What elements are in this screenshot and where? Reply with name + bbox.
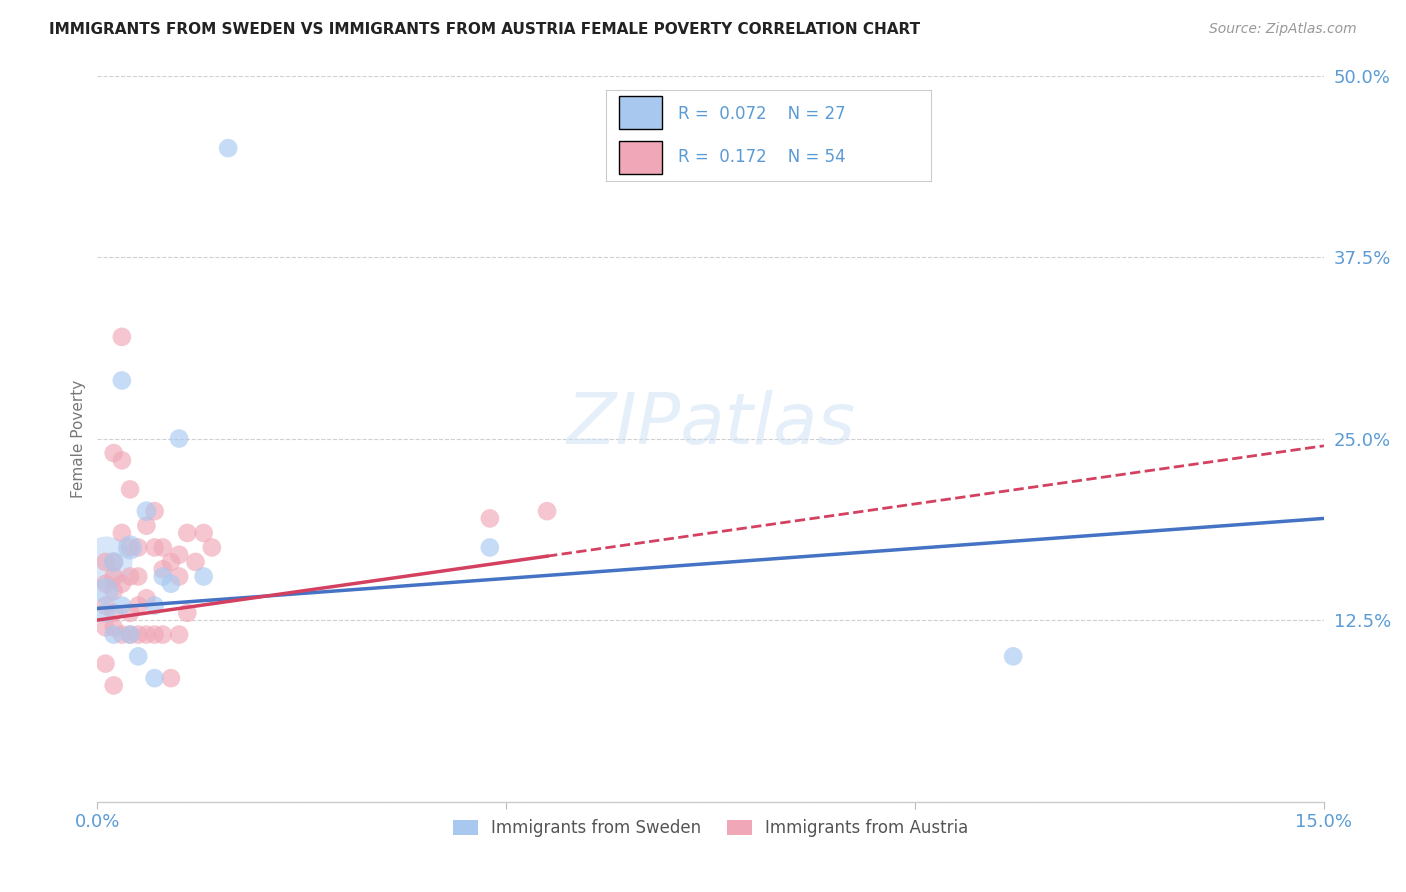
Point [111,576,134,591]
Point [176,606,198,620]
Point [103,584,125,599]
Point [152,541,174,555]
Point [94,555,117,569]
Point [193,525,215,540]
Point [127,599,149,613]
Point [217,141,239,155]
Point [103,555,125,569]
Point [127,541,149,555]
Point [120,627,142,641]
Point [143,599,166,613]
Point [135,518,157,533]
Point [478,541,501,555]
Point [176,525,198,540]
Point [120,606,142,620]
Point [536,504,558,518]
Point [94,657,117,671]
Point [478,511,501,525]
Point [160,555,183,569]
Point [120,483,142,497]
Point [143,504,166,518]
Point [103,606,125,620]
Point [135,591,157,606]
Point [143,541,166,555]
Point [167,432,190,446]
Point [127,627,149,641]
Text: ZIPatlas: ZIPatlas [567,390,855,458]
Point [127,569,149,583]
Point [127,649,149,664]
Point [94,576,117,591]
Point [135,627,157,641]
Point [167,548,190,562]
Point [111,525,134,540]
Point [160,671,183,685]
Point [94,620,117,634]
Point [152,627,174,641]
Point [103,678,125,692]
Text: IMMIGRANTS FROM SWEDEN VS IMMIGRANTS FROM AUSTRIA FEMALE POVERTY CORRELATION CHA: IMMIGRANTS FROM SWEDEN VS IMMIGRANTS FRO… [49,22,921,37]
Point [160,576,183,591]
Point [167,569,190,583]
Point [1002,649,1025,664]
Point [193,569,215,583]
Point [135,504,157,518]
Point [111,453,134,467]
Point [201,541,224,555]
Point [103,620,125,634]
Point [143,671,166,685]
Point [120,569,142,583]
Point [143,627,166,641]
Y-axis label: Female Poverty: Female Poverty [72,379,86,498]
Point [103,569,125,583]
Text: Source: ZipAtlas.com: Source: ZipAtlas.com [1209,22,1357,37]
Point [120,541,142,555]
Point [94,599,117,613]
Point [111,627,134,641]
Point [120,541,142,555]
Point [103,627,125,641]
Point [184,555,207,569]
Point [103,446,125,460]
Point [152,569,174,583]
Point [103,555,125,569]
Legend: Immigrants from Sweden, Immigrants from Austria: Immigrants from Sweden, Immigrants from … [447,813,974,844]
Point [111,330,134,344]
Point [94,606,117,620]
Point [111,599,134,613]
Point [152,562,174,576]
Point [111,374,134,388]
Point [94,555,117,569]
Point [120,627,142,641]
Point [94,584,117,599]
Point [167,627,190,641]
